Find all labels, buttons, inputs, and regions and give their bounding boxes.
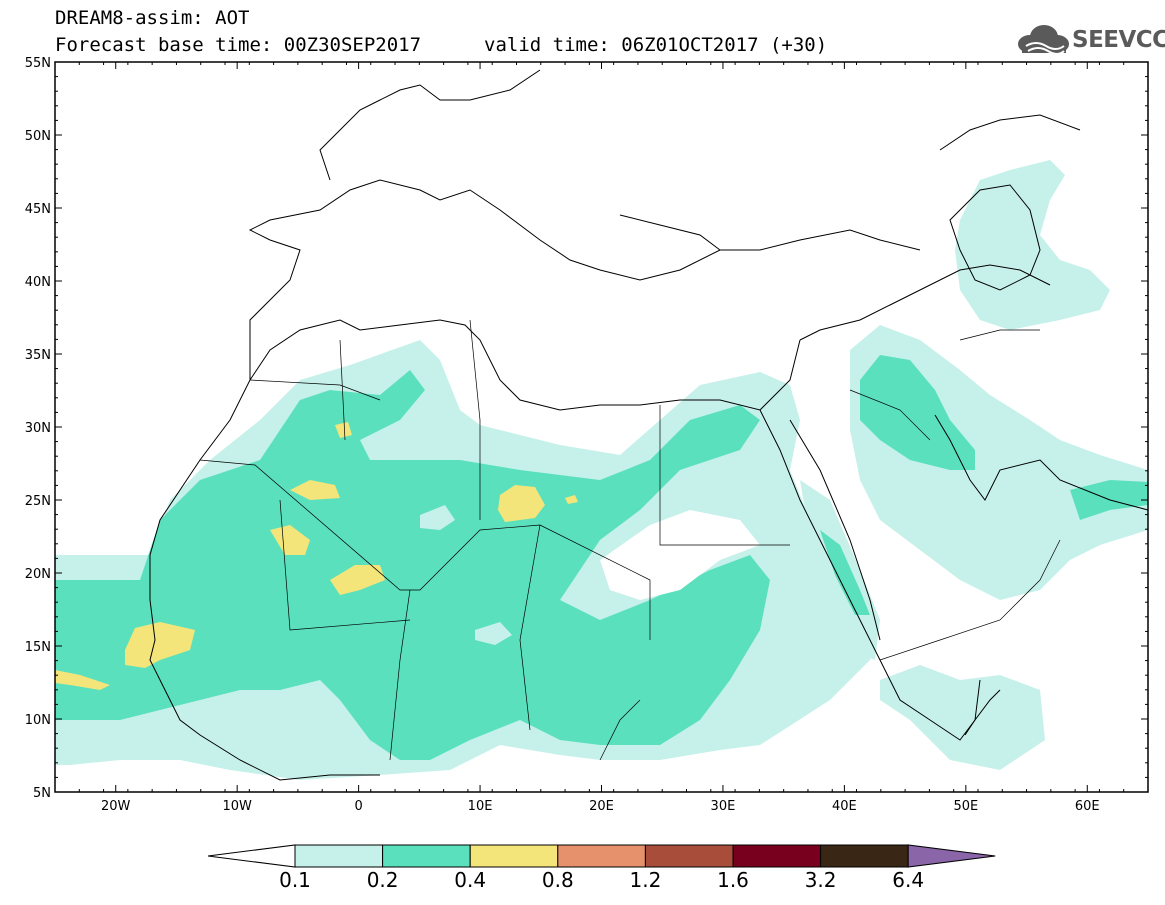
map-title: DREAM8-assim: AOT	[55, 7, 250, 29]
colorbar-level-label: 1.2	[629, 868, 661, 892]
aot-level-04-mali	[330, 565, 385, 595]
aot-level-02-red-sea	[820, 530, 870, 615]
aot-level-04-senegal-coast	[55, 670, 110, 690]
aot-level-04-libya	[498, 485, 545, 522]
aot-hole-3	[600, 510, 760, 600]
lat-label: 15N	[25, 640, 51, 655]
aot-contours	[55, 160, 1148, 780]
logo-text: SEEVCCC	[1072, 27, 1165, 53]
seevccc-logo: SEEVCCC	[1016, 22, 1165, 58]
colorbar-level-label: 0.8	[542, 868, 574, 892]
colorbar-legend: 0.1 0.2 0.4 0.8 1.2 1.6 3.2 6.4	[207, 844, 996, 892]
colorbar-segment	[469, 844, 559, 868]
lon-label: 40E	[832, 799, 857, 814]
aot-level-02-sahel	[55, 370, 770, 760]
colorbar-level-label: 0.1	[279, 868, 311, 892]
aot-level-04-dot2	[565, 495, 578, 504]
lon-label: 10E	[468, 799, 493, 814]
aot-level-04-mauritania	[125, 622, 195, 668]
aot-level-04-algeria-2	[270, 525, 310, 555]
lat-label: 55N	[25, 56, 51, 71]
aot-level-01-caspian	[955, 160, 1110, 330]
aot-hole-2	[475, 622, 512, 645]
forecast-base-time: Forecast base time: 00Z30SEP2017	[55, 34, 422, 56]
lon-label: 10W	[222, 799, 252, 814]
lat-label: 20N	[25, 567, 51, 582]
colorbar-segment	[557, 844, 646, 868]
lat-label: 50N	[25, 129, 51, 144]
lon-label: 50E	[953, 799, 978, 814]
latitude-labels: 55N 50N 45N 40N 35N 30N 25N 20N 15N 10N 5N	[25, 56, 51, 801]
valid-time: valid time: 06Z01OCT2017 (+30)	[484, 34, 828, 56]
lon-label: 0	[354, 799, 362, 814]
aot-hole-1	[420, 505, 455, 530]
lon-label: 20E	[589, 799, 614, 814]
longitude-labels: 20W 10W 0 10E 20E 30E 40E 50E 60E	[101, 799, 1100, 814]
colorbar-segment	[382, 844, 471, 868]
lon-label: 20W	[101, 799, 131, 814]
coastlines	[149, 69, 1148, 781]
colorbar-level-label: 3.2	[805, 868, 837, 892]
lat-label: 5N	[33, 786, 51, 801]
lon-label: 30E	[711, 799, 736, 814]
aot-level-01-horn	[880, 665, 1045, 770]
lat-label: 30N	[25, 421, 51, 436]
cloud-icon	[1018, 25, 1069, 55]
colorbar-segment	[732, 844, 822, 868]
aot-level-04-algeria-1	[290, 480, 340, 500]
colorbar-segment	[294, 844, 384, 868]
colorbar-level-label: 6.4	[892, 868, 924, 892]
aot-level-04-dot1	[335, 422, 352, 438]
lat-label: 45N	[25, 202, 51, 217]
lat-label: 25N	[25, 494, 51, 509]
lat-label: 10N	[25, 713, 51, 728]
colorbar-level-label: 1.6	[717, 868, 749, 892]
colorbar-segment	[644, 844, 734, 868]
lat-label: 40N	[25, 275, 51, 290]
lat-label: 35N	[25, 348, 51, 363]
lon-label: 60E	[1075, 799, 1100, 814]
aot-level-02-iraq	[860, 355, 975, 470]
colorbar-under-arrow	[207, 844, 296, 868]
colorbar-over-arrow	[907, 844, 996, 868]
colorbar-level-label: 0.2	[367, 868, 399, 892]
axis-ticks	[54, 61, 1149, 793]
country-borders	[199, 319, 1061, 761]
colorbar-segment	[820, 844, 909, 868]
colorbar-level-label: 0.4	[454, 868, 486, 892]
